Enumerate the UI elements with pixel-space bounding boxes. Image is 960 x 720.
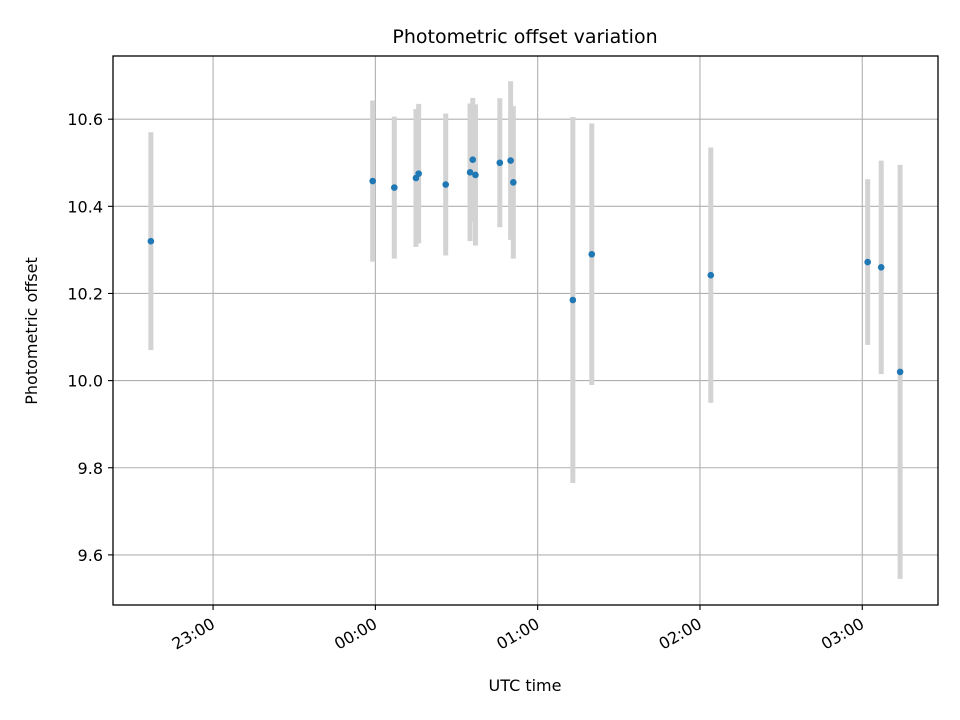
- data-point: [707, 271, 715, 279]
- plot-frame: [112, 55, 939, 606]
- y-tick-label: 9.6: [78, 546, 103, 565]
- data-point: [864, 258, 871, 266]
- data-point: [496, 159, 504, 167]
- y-tick-label: 10.2: [67, 284, 103, 303]
- data-point: [877, 264, 885, 271]
- data-points: [147, 156, 904, 376]
- data-point: [472, 171, 479, 179]
- y-tick-label: 9.8: [78, 459, 103, 478]
- error-bars: [148, 81, 903, 579]
- x-tick-label: 23:00: [169, 614, 218, 654]
- data-point: [569, 296, 577, 304]
- data-point: [507, 157, 514, 164]
- data-point: [369, 177, 376, 185]
- y-axis-label: Photometric offset: [22, 257, 41, 405]
- chart-title: Photometric offset variation: [392, 26, 657, 48]
- data-point: [466, 169, 474, 176]
- y-tick-label: 10.6: [67, 110, 103, 129]
- x-tick-label: 02:00: [656, 614, 705, 654]
- axis-ticks: 23:00 00:00 01:00 02:00 03:00 9.6 9.8 10.0 10.2 1…: [67, 110, 867, 653]
- data-point: [588, 250, 596, 258]
- data-point: [391, 184, 398, 191]
- x-tick-label: 00:00: [331, 614, 380, 654]
- data-point: [442, 181, 450, 188]
- data-point: [896, 368, 904, 376]
- data-point: [415, 170, 422, 177]
- x-tick-label: 01:00: [493, 614, 542, 654]
- x-tick-label: 03:00: [818, 614, 867, 654]
- grid: [113, 56, 938, 605]
- x-axis-label: UTC time: [489, 676, 562, 695]
- data-point: [147, 237, 155, 245]
- data-point: [469, 156, 477, 163]
- y-tick-label: 10.0: [67, 372, 103, 391]
- data-point: [510, 179, 517, 186]
- y-tick-label: 10.4: [67, 197, 103, 216]
